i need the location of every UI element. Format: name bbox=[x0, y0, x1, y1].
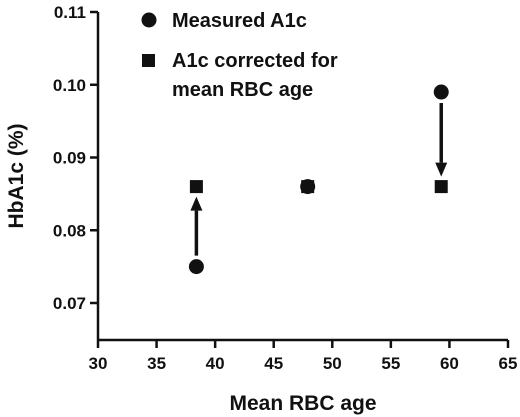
x-tick-label: 45 bbox=[264, 354, 283, 373]
arrow-head bbox=[435, 162, 448, 177]
legend-circle-marker bbox=[141, 12, 157, 28]
legend-square-marker bbox=[142, 54, 155, 67]
y-tick-label: 0.11 bbox=[54, 3, 86, 22]
y-tick-label: 0.07 bbox=[53, 294, 86, 313]
y-axis-title: HbA1c (%) bbox=[5, 123, 28, 228]
x-tick-label: 65 bbox=[499, 354, 518, 373]
x-tick-label: 35 bbox=[147, 354, 166, 373]
x-axis-title: Mean RBC age bbox=[229, 392, 376, 415]
data-point-circle bbox=[188, 259, 204, 275]
arrows bbox=[190, 103, 448, 256]
arrow-head bbox=[190, 196, 203, 211]
data-marks bbox=[188, 84, 449, 275]
data-point-square bbox=[189, 180, 203, 194]
data-point-square bbox=[434, 180, 448, 194]
x-tick-label: 40 bbox=[206, 354, 225, 373]
y-ticks: 0.07 0.08 0.09 0.10 0.11 bbox=[53, 3, 98, 313]
data-point-square bbox=[301, 180, 315, 194]
x-ticks: 30 35 40 45 50 55 60 65 bbox=[89, 340, 518, 373]
legend-label-measured: Measured A1c bbox=[172, 10, 307, 32]
legend: Measured A1c A1c corrected for mean RBC … bbox=[141, 10, 338, 101]
y-tick-label: 0.10 bbox=[53, 76, 86, 95]
x-tick-label: 50 bbox=[323, 354, 342, 373]
x-tick-label: 30 bbox=[89, 354, 108, 373]
y-tick-label: 0.09 bbox=[53, 149, 86, 168]
x-tick-label: 60 bbox=[440, 354, 459, 373]
axes bbox=[96, 12, 508, 342]
data-point-circle bbox=[433, 84, 449, 100]
y-tick-label: 0.08 bbox=[53, 221, 86, 240]
x-tick-label: 55 bbox=[381, 354, 400, 373]
legend-label-corrected-line2: mean RBC age bbox=[172, 79, 313, 101]
legend-label-corrected-line1: A1c corrected for bbox=[172, 50, 338, 72]
